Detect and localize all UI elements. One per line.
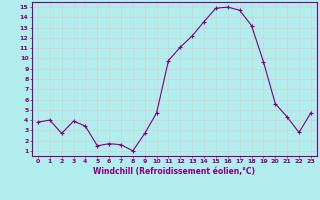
X-axis label: Windchill (Refroidissement éolien,°C): Windchill (Refroidissement éolien,°C): [93, 167, 255, 176]
